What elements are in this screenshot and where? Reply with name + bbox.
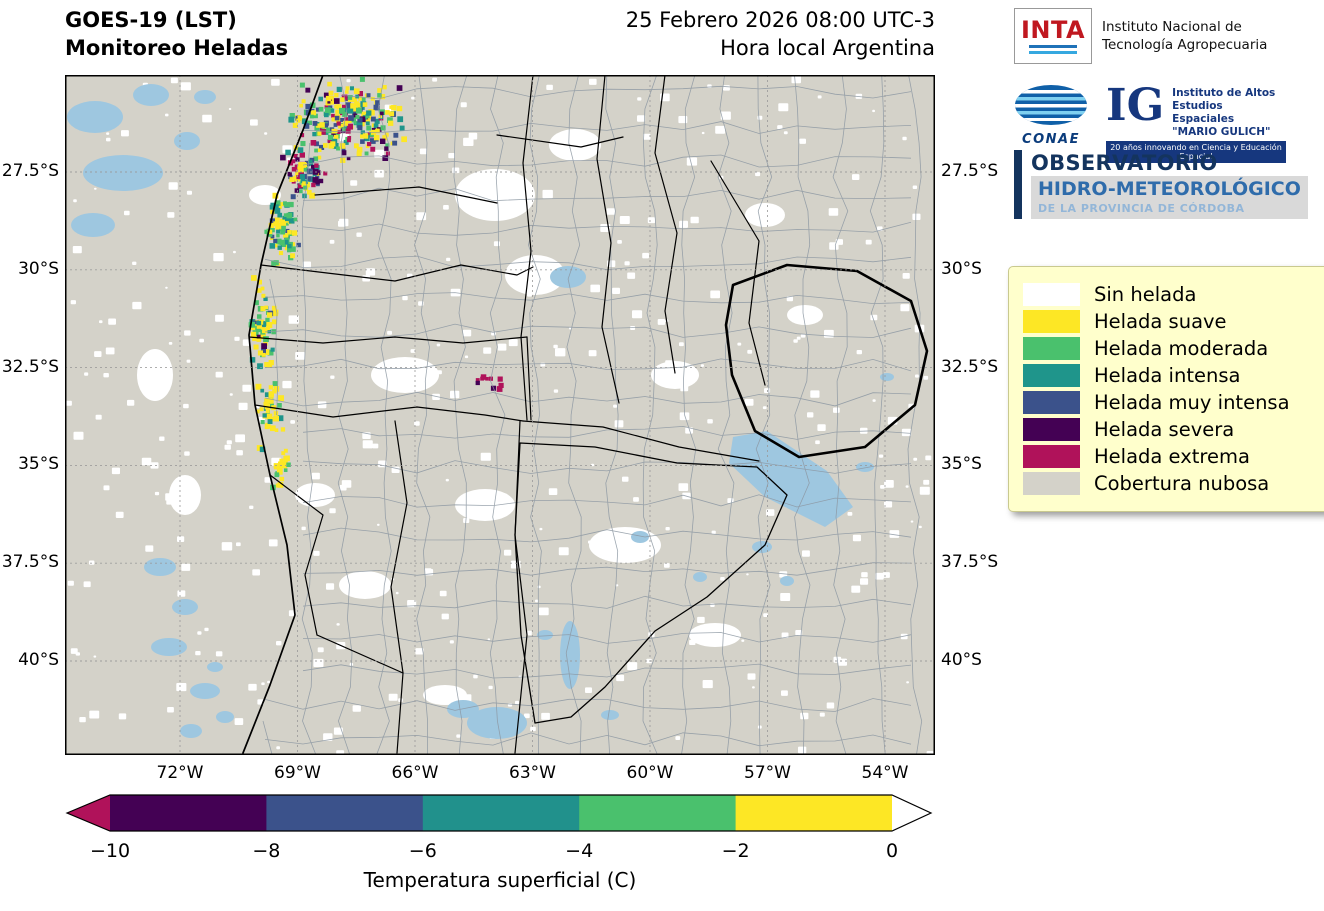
lat-tick-left: 40°S: [18, 650, 59, 670]
legend-item: Helada moderada: [1023, 337, 1324, 360]
lon-tick: 60°W: [626, 763, 674, 783]
legend-swatch-icon: [1023, 418, 1080, 441]
datetime-line-1: 25 Febrero 2026 08:00 UTC-3: [625, 8, 935, 32]
legend-item: Helada muy intensa: [1023, 391, 1324, 414]
legend-swatch-icon: [1023, 445, 1080, 468]
lon-tick: 66°W: [391, 763, 439, 783]
inta-acronym: INTA: [1020, 16, 1086, 44]
lat-tick-right: 27.5°S: [941, 161, 999, 181]
observatorio-caption: DE LA PROVINCIA DE CÓRDOBA: [1038, 202, 1245, 215]
gulich-logo: IG Instituto de Altos Estudios Espaciale…: [1106, 84, 1288, 163]
inta-wave-icon: [1029, 45, 1077, 48]
lat-tick-right: 35°S: [941, 454, 982, 475]
legend-item: Sin helada: [1023, 283, 1324, 306]
conae-acronym: CONAE: [1022, 132, 1080, 147]
lon-tick: 57°W: [744, 763, 791, 783]
frost-legend: Sin helada Helada suave Helada moderada Hel…: [1008, 266, 1324, 512]
legend-label: Helada muy intensa: [1094, 391, 1290, 414]
legend-label: Sin helada: [1094, 283, 1197, 306]
observatorio-bar-icon: [1014, 150, 1022, 219]
legend-item: Helada suave: [1023, 310, 1324, 333]
legend-label: Helada moderada: [1094, 337, 1269, 360]
inta-logo: INTA Instituto Nacional de Tecnología Ag…: [1014, 8, 1267, 64]
gulich-banner: 20 años innovando en Ciencia y Educación…: [1106, 141, 1286, 163]
legend-label: Helada severa: [1094, 418, 1235, 441]
datetime-line-2: Hora local Argentina: [720, 36, 935, 60]
colorbar-tick: −4: [565, 840, 594, 862]
observatorio-subtitle: HIDRO-METEOROLÓGICO: [1038, 178, 1301, 200]
conae-globe-icon: [1015, 85, 1087, 125]
gulich-name-line-2: Estudios Espaciales: [1172, 100, 1235, 125]
legend-item: Helada severa: [1023, 418, 1324, 441]
title-line-1: GOES-19 (LST): [65, 8, 237, 32]
inta-name: Instituto Nacional de Tecnología Agropec…: [1102, 18, 1267, 54]
gulich-monogram-icon: IG: [1106, 80, 1165, 131]
observatorio-subtitle-block: HIDRO-METEOROLÓGICO DE LA PROVINCIA DE C…: [1031, 176, 1308, 219]
lat-tick-right: 32.5°S: [941, 356, 999, 377]
inta-logo-icon: INTA: [1014, 8, 1092, 64]
inta-name-line-2: Tecnología Agropecuaria: [1102, 37, 1268, 53]
title-line-2: Monitoreo Heladas: [65, 36, 289, 60]
lon-tick: 63°W: [509, 763, 556, 783]
legend-swatch-icon: [1023, 472, 1080, 495]
observatorio-title: OBSERVATORIO: [1031, 151, 1218, 175]
colorbar-title: Temperatura superficial (C): [363, 868, 637, 892]
legend-swatch-icon: [1023, 364, 1080, 387]
legend-swatch-icon: [1023, 310, 1080, 333]
inta-wave-icon: [1029, 51, 1077, 54]
lat-tick-left: 27.5°S: [1, 161, 59, 181]
legend-swatch-icon: [1023, 337, 1080, 360]
lat-tick-right: 40°S: [941, 650, 982, 670]
legend-swatch-icon: [1023, 283, 1080, 306]
map-canvas: [65, 75, 935, 755]
colorbar-tick: −10: [89, 840, 131, 862]
lat-tick-left: 35°S: [18, 454, 59, 475]
lat-tick-left: 30°S: [18, 258, 59, 279]
legend-item: Cobertura nubosa: [1023, 472, 1324, 495]
legend-label: Helada intensa: [1094, 364, 1241, 387]
gulich-name: Instituto de Altos Estudios Espaciales "…: [1172, 84, 1288, 139]
map-title: GOES-19 (LST) Monitoreo Heladas: [65, 6, 288, 62]
legend-label: Helada extrema: [1094, 445, 1250, 468]
legend-item: Helada extrema: [1023, 445, 1324, 468]
gulich-name-line-1: Instituto de Altos: [1172, 87, 1276, 99]
lon-tick: 69°W: [274, 763, 321, 783]
colorbar-tick: −8: [252, 840, 281, 862]
legend-swatch-icon: [1023, 391, 1080, 414]
lat-tick-right: 37.5°S: [941, 552, 999, 573]
lat-tick-right: 30°S: [941, 258, 982, 279]
lat-tick-left: 32.5°S: [1, 356, 59, 377]
lon-tick: 54°W: [861, 763, 909, 783]
lon-tick: 72°W: [156, 763, 204, 783]
legend-item: Helada intensa: [1023, 364, 1324, 387]
colorbar-tick: −2: [721, 840, 750, 862]
colorbar-tick: 0: [885, 840, 899, 862]
colorbar-tick: −6: [408, 840, 437, 862]
temperature-colorbar: [65, 794, 933, 832]
conae-logo: CONAE: [1010, 84, 1092, 147]
lat-tick-left: 37.5°S: [1, 552, 59, 573]
legend-label: Helada suave: [1094, 310, 1227, 333]
map-datetime: 25 Febrero 2026 08:00 UTC-3 Hora local A…: [435, 6, 935, 62]
gulich-name-line-3: "MARIO GULICH": [1172, 126, 1271, 138]
observatorio-logo: OBSERVATORIO HIDRO-METEOROLÓGICO DE LA P…: [1014, 150, 1308, 219]
inta-name-line-1: Instituto Nacional de: [1102, 19, 1242, 35]
legend-label: Cobertura nubosa: [1094, 472, 1270, 495]
